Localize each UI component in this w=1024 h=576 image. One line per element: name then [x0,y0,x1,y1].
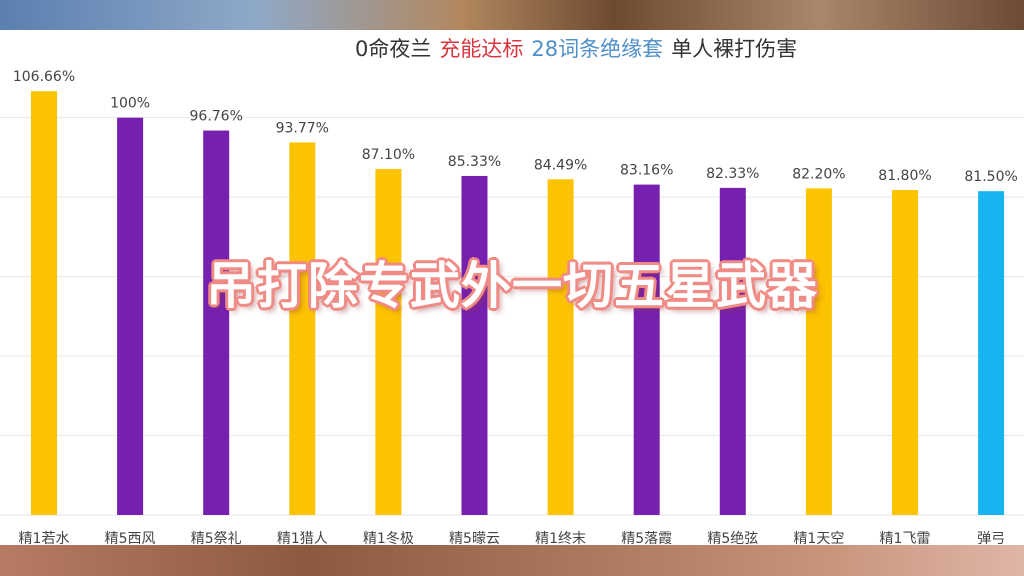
data-label: 87.10% [362,147,415,163]
bar-2 [117,117,144,515]
category-label: 精1终末 [535,531,586,545]
chart-panel: 106.66% 精1若水 100% 精5西风 96.76% 精5祭礼 93.77% 精1猎人 8… [0,30,1024,545]
category-label: 精5绝弦 [707,531,758,545]
title-part-3: 28词条绝缘套 [531,37,664,61]
category-label: 弹弓 [977,531,1005,545]
bar-8 [633,184,660,515]
category-label: 精1天空 [793,531,844,545]
data-label: 82.33% [706,166,759,182]
bar-7 [547,179,574,515]
data-label: 100% [110,96,150,112]
bar-11 [892,189,918,515]
category-label: 精5曚云 [449,531,500,545]
data-label: 96.76% [190,109,243,125]
data-label: 84.49% [534,157,587,173]
data-label: 93.77% [276,120,329,136]
overlay-caption: 吊打除专武外一切五星武器 [206,257,818,315]
bar-1 [31,91,57,515]
chart-title: 0命夜兰 充能达标 28词条绝缘套 单人裸打伤害 [355,33,975,67]
data-label: 81.80% [878,168,931,184]
background-bottom-scene [0,545,1024,576]
bar-10 [805,188,832,515]
bar-chart: 106.66% 精1若水 100% 精5西风 96.76% 精5祭礼 93.77% 精1猎人 8… [0,69,1024,545]
data-label: 106.66% [13,69,75,85]
title-part-2: 充能达标 [439,37,524,61]
category-label: 精5祭礼 [191,531,242,545]
bar-9 [719,187,746,516]
category-label: 精1猎人 [277,531,328,545]
bar-6 [461,175,488,515]
title-part-4: 单人裸打伤害 [671,37,798,61]
bar-12 [978,191,1005,515]
category-label: 精5落霞 [621,531,672,545]
category-label: 精1若水 [19,531,70,545]
background-top-scene [0,0,1024,30]
bar-3 [203,130,230,515]
title-part-1: 0命夜兰 [355,37,432,61]
data-label: 82.20% [792,166,845,182]
category-label: 精1冬极 [363,531,414,545]
data-label: 85.33% [448,154,501,170]
category-label: 精5西风 [105,531,156,545]
data-label: 81.50% [964,169,1017,185]
bar-4 [289,142,316,515]
category-label: 精1飞雷 [880,531,931,545]
data-label: 83.16% [620,163,673,179]
bar-5 [375,168,402,515]
